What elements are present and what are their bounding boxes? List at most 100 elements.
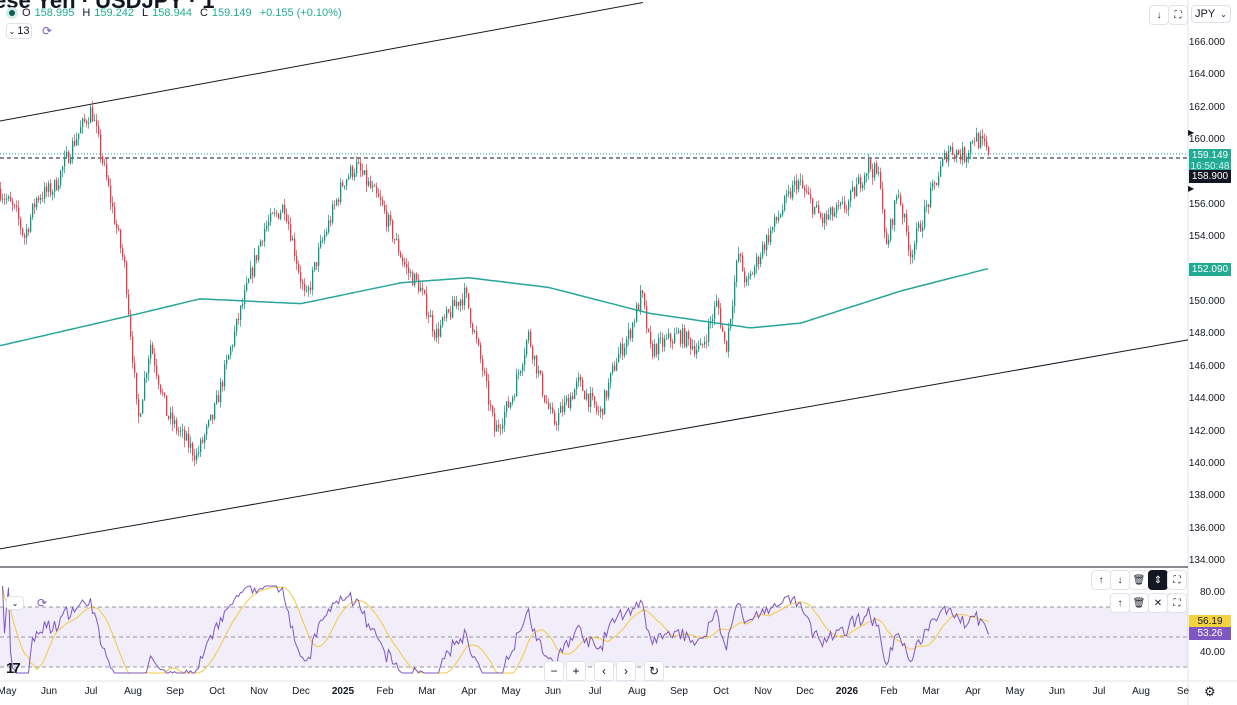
rsi-legend-toggle[interactable]: ⌄: [6, 596, 24, 610]
candle: [728, 327, 730, 352]
candle: [584, 391, 586, 400]
candle: [180, 430, 182, 432]
candle: [972, 141, 974, 143]
candle: [486, 372, 488, 381]
time-axis-label: May: [0, 686, 17, 697]
candle: [732, 306, 734, 319]
candle: [610, 372, 612, 383]
candle: [244, 290, 246, 305]
candle: [566, 397, 568, 402]
time-axis-label: Nov: [250, 686, 268, 697]
candle: [212, 414, 214, 420]
move-pane-up-icon[interactable]: ↑: [1091, 570, 1111, 590]
candle: [716, 300, 718, 307]
alert-marker-icon[interactable]: ▶: [1188, 128, 1195, 137]
high-label: H: [82, 7, 91, 19]
sync-icon[interactable]: ⟳: [37, 596, 48, 610]
expand-pane-icon[interactable]: ✕: [1148, 593, 1168, 613]
candle: [206, 426, 208, 435]
maximize-pane-icon[interactable]: ⛶: [1167, 593, 1187, 613]
candle: [682, 328, 684, 344]
candle: [462, 299, 464, 306]
candle: [908, 231, 910, 251]
zoom-out-button[interactable]: −: [544, 661, 564, 681]
candle: [202, 439, 204, 443]
candle: [558, 412, 560, 425]
candle: [20, 219, 22, 229]
candle: [846, 209, 848, 211]
candle: [828, 214, 830, 220]
candle: [474, 331, 476, 332]
candle: [198, 452, 200, 454]
arrow-down-icon[interactable]: ↓: [1149, 5, 1169, 25]
chevron-down-icon: ⌄: [8, 26, 16, 36]
candle: [578, 376, 580, 382]
candle: [284, 204, 286, 215]
candle: [396, 238, 398, 241]
currency-select[interactable]: JPY ⌄: [1191, 5, 1231, 23]
candle: [630, 329, 632, 338]
candle: [848, 201, 850, 210]
candle: [8, 196, 10, 199]
price-axis-tick: 166.000: [1188, 37, 1225, 48]
candle: [292, 238, 294, 241]
scroll-right-button[interactable]: ›: [616, 661, 636, 681]
time-axis-label: Dec: [292, 686, 310, 697]
move-pane-down-icon[interactable]: ↓: [1110, 570, 1130, 590]
candle: [176, 420, 178, 432]
sync-icon[interactable]: ⟳: [42, 24, 53, 38]
candle: [162, 392, 164, 394]
maximize-icon[interactable]: ⛶: [1168, 5, 1188, 25]
candle: [112, 202, 114, 207]
candle: [310, 287, 312, 290]
candle: [904, 214, 906, 218]
delete-pane-icon[interactable]: 🗑: [1129, 593, 1149, 613]
candle: [414, 273, 416, 286]
candle: [340, 182, 342, 202]
candle: [632, 322, 634, 338]
candle: [704, 341, 706, 345]
indicator-count: 13: [17, 25, 30, 37]
candle: [54, 180, 56, 193]
collapse-pane-icon[interactable]: ⇕: [1148, 570, 1168, 590]
candle: [432, 315, 434, 332]
reset-chart-button[interactable]: ↻: [644, 661, 664, 681]
scroll-left-button[interactable]: ‹: [594, 661, 614, 681]
candle: [890, 219, 892, 240]
candle: [62, 166, 64, 171]
candle: [876, 163, 878, 174]
market-status-icon[interactable]: [6, 7, 18, 19]
price-axis-tick: 156.000: [1188, 198, 1225, 210]
candle: [336, 199, 338, 205]
candle: [308, 287, 310, 291]
candle: [634, 321, 636, 323]
price-axis-tick: 134.000: [1188, 555, 1225, 567]
candle: [786, 194, 788, 197]
candle: [32, 203, 34, 218]
candle: [90, 107, 92, 123]
candle: [326, 231, 328, 235]
candle: [922, 227, 924, 232]
candle: [574, 389, 576, 400]
settings-gear-icon[interactable]: ⚙: [1204, 684, 1216, 699]
candle: [518, 373, 520, 375]
price-axis-tick: 136.000: [1188, 522, 1225, 534]
candle: [140, 413, 142, 417]
candle: [882, 188, 884, 210]
candle: [382, 199, 384, 205]
indicators-toggle-button[interactable]: ⌄ 13: [6, 23, 32, 39]
candle: [184, 429, 186, 441]
zoom-in-button[interactable]: +: [566, 661, 586, 681]
alert-marker-icon[interactable]: ▶: [1188, 184, 1195, 193]
maximize-pane-icon[interactable]: ⛶: [1167, 570, 1187, 590]
move-pane-up-icon[interactable]: ↑: [1110, 593, 1130, 613]
candle: [110, 185, 112, 203]
candle: [670, 333, 672, 342]
candle: [460, 299, 462, 306]
candle: [636, 304, 638, 322]
tradingview-logo[interactable]: 17: [6, 660, 21, 677]
candle: [66, 151, 68, 157]
delete-pane-icon[interactable]: 🗑: [1129, 570, 1149, 590]
candle: [384, 204, 386, 211]
